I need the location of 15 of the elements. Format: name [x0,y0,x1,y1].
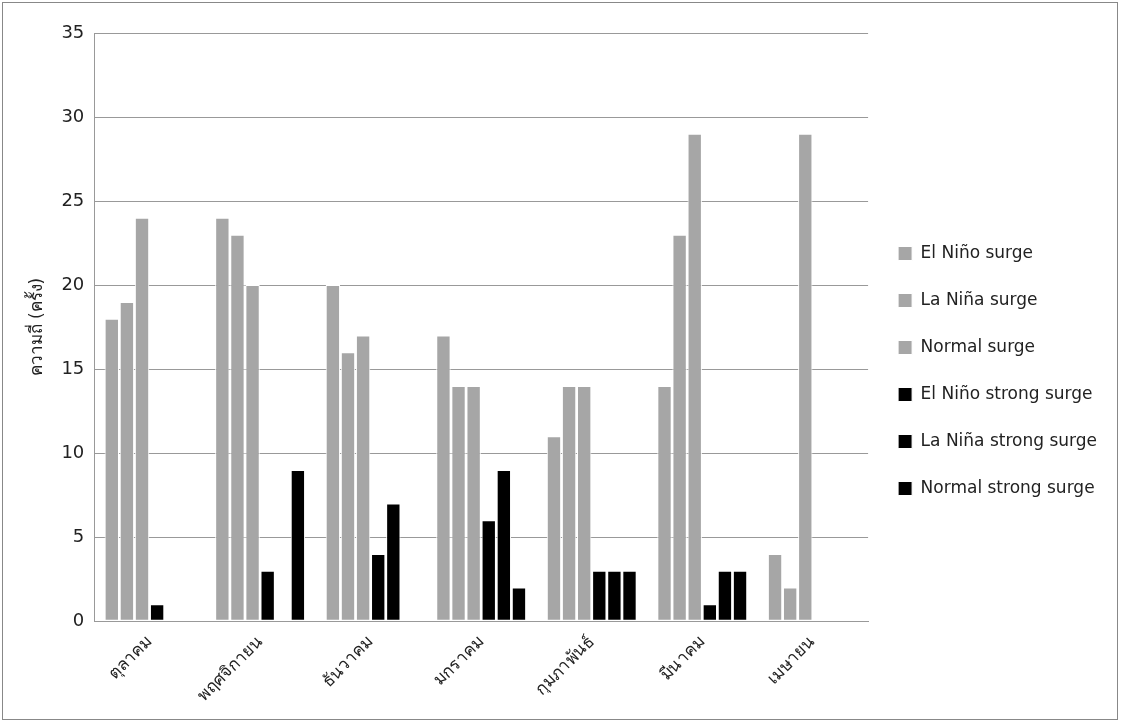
y-tick-label: 20 [61,272,85,294]
y-tick-label: 0 [72,608,85,630]
legend-label: El Niño surge [920,241,1034,262]
y-tick-label: 5 [72,524,85,546]
legend-label: La Niña strong surge [920,429,1098,450]
y-tick-label: 25 [61,188,85,210]
legend-label: Normal strong surge [920,476,1095,497]
y-tick-label: 35 [61,20,85,42]
y-tick-label: 15 [61,356,85,378]
legend-label: Normal surge [920,335,1036,356]
y-tick-label: 10 [61,440,85,462]
legend-label: La Niña surge [920,288,1038,309]
y-tick-label: 30 [61,104,85,126]
y-axis-title: ความถี่ (ครั้ง) [23,277,46,377]
legend-label: El Niño strong surge [920,382,1093,403]
